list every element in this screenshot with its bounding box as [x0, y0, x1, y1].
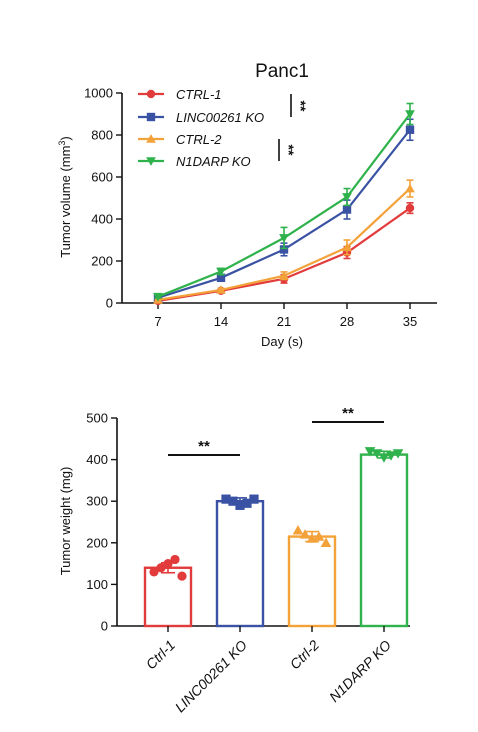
y-tick-label: 200 — [91, 254, 113, 269]
data-point — [156, 563, 166, 573]
data-point — [299, 529, 311, 539]
legend-label: LINC00261 KO — [176, 110, 264, 125]
y-tick-label: 200 — [86, 535, 108, 550]
data-point — [292, 525, 304, 535]
data-point — [216, 267, 226, 277]
x-tick-label: 35 — [403, 314, 417, 329]
data-point — [342, 242, 352, 252]
data-point — [385, 451, 397, 461]
tumor-volume-line-chart: Panc1 Tumor volume (mm3) Day (s) 0 200 400… — [57, 61, 437, 349]
y-tick-label: 600 — [91, 170, 113, 185]
bar — [215, 500, 265, 628]
y-axis-label: Tumor volume (mm3) — [57, 136, 73, 258]
data-point — [279, 245, 289, 254]
data-point — [342, 205, 352, 214]
data-point — [405, 110, 415, 119]
significance-label: ** — [198, 438, 210, 455]
chart-title: Panc1 — [255, 61, 309, 82]
y-tick-label: 400 — [91, 212, 113, 227]
y-tick-label: 0 — [106, 296, 113, 311]
x-tick-label: 14 — [214, 314, 228, 329]
bar — [359, 453, 409, 628]
significance-label: ** — [281, 145, 297, 156]
y-tick-label: 300 — [86, 494, 108, 509]
significance-label: ** — [342, 405, 354, 422]
data-point — [320, 537, 332, 547]
y-axis-label-main: Tumor volume (mm — [58, 146, 73, 258]
data-point — [378, 453, 390, 463]
legend-label: N1DARP KO — [176, 154, 251, 169]
data-point — [279, 270, 289, 280]
y-axis-label: Tumor weight (mg) — [58, 467, 73, 576]
x-tick-label: 28 — [340, 314, 354, 329]
legend-label: CTRL-1 — [176, 87, 222, 102]
legend-swatch-marker — [146, 89, 156, 99]
data-point — [405, 183, 415, 193]
data-point — [313, 531, 325, 541]
data-point — [405, 203, 415, 213]
data-point — [242, 498, 252, 508]
tumor-weight-bar-chart: Tumor weight (mg) 0 100 200 300 400 500 Ctrl-1… — [58, 405, 410, 715]
data-point — [342, 193, 352, 202]
x-axis-label: Day (s) — [261, 334, 303, 349]
data-point — [153, 292, 163, 302]
y-axis-label-superscript: 3 — [57, 141, 67, 146]
x-tick-label: N1DARP KO — [326, 637, 394, 705]
y-tick-label: 1000 — [84, 86, 113, 101]
x-tick-label: Ctrl-2 — [287, 637, 323, 673]
data-point — [279, 234, 289, 243]
legend-swatch-marker — [146, 112, 156, 122]
data-point — [228, 496, 238, 506]
data-point — [163, 559, 173, 569]
y-tick-label: 100 — [86, 577, 108, 592]
x-tick-label: LINC00261 KO — [172, 637, 251, 716]
y-tick-label: 800 — [91, 128, 113, 143]
data-point — [216, 273, 226, 282]
data-point — [221, 494, 231, 504]
data-point — [170, 554, 180, 565]
legend-label: CTRL-2 — [176, 132, 222, 147]
legend-swatch-marker — [146, 157, 156, 166]
data-point — [392, 449, 404, 459]
x-tick-label: 7 — [154, 314, 161, 329]
data-point — [235, 500, 245, 510]
x-tick-label: 21 — [277, 314, 291, 329]
y-axis-label-close: ) — [58, 136, 73, 140]
data-point — [149, 567, 159, 577]
data-point — [405, 125, 415, 134]
y-tick-label: 500 — [86, 411, 108, 426]
data-point — [371, 449, 383, 459]
bar — [287, 535, 337, 628]
data-point — [177, 571, 187, 581]
y-tick-label: 0 — [101, 619, 108, 634]
x-tick-label: Ctrl-1 — [143, 637, 179, 673]
y-tick-label: 400 — [86, 452, 108, 467]
significance-label: ** — [293, 101, 309, 112]
data-point — [249, 494, 259, 504]
data-point — [216, 285, 226, 294]
legend-swatch-marker — [146, 134, 156, 143]
